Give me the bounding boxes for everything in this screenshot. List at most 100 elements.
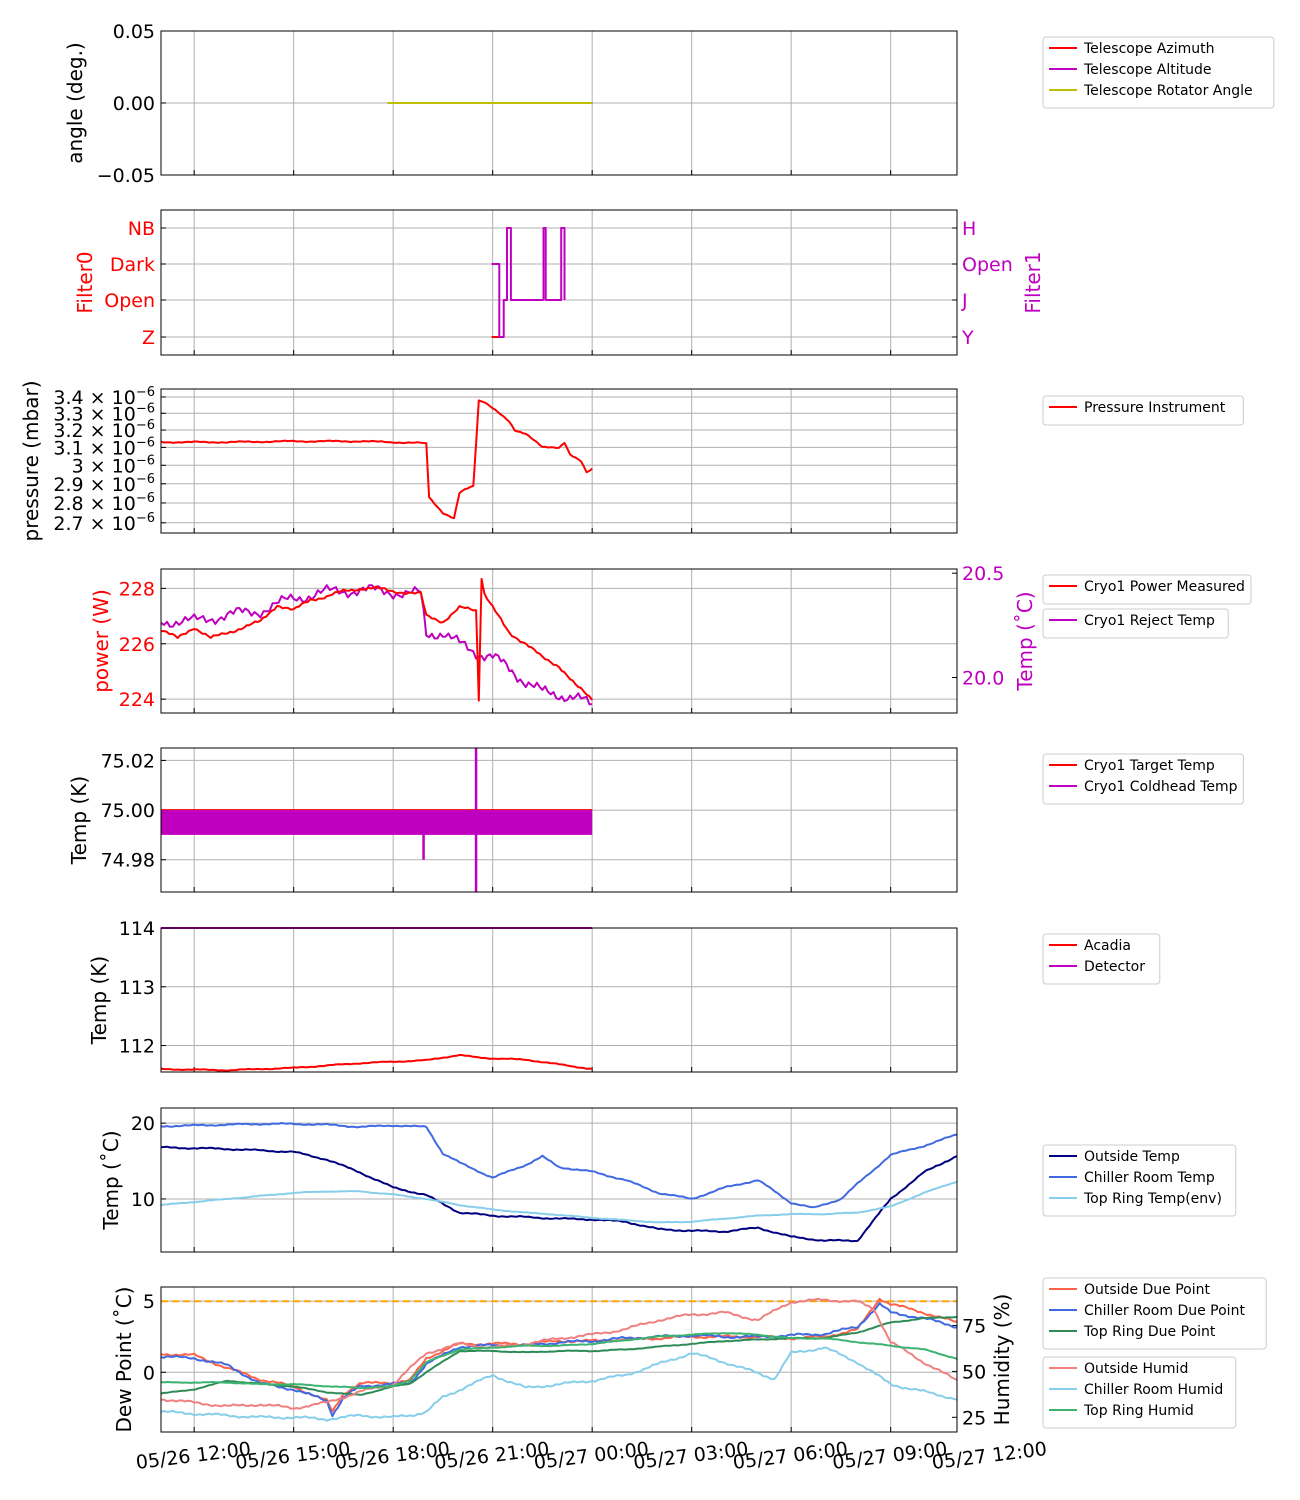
y-tick-label: 20 (131, 1113, 155, 1135)
y-tick-label: 25 (962, 1407, 986, 1429)
axis-label: angle (deg.) (63, 42, 87, 164)
y-tick-label: 112 (119, 1036, 155, 1058)
y-tick-label: 3 × 10−6 (72, 453, 155, 477)
legend-label-telescope-altitude: Telescope Altitude (1083, 62, 1212, 78)
series-line-chiller-room-humid (160, 1346, 957, 1422)
legend: Cryo1 Reject Temp (1042, 608, 1229, 639)
y-tick-label: H (962, 218, 976, 240)
series-line-cryo1-power-measured (160, 577, 594, 702)
panel-2: Z Y Open J Dark Open NB H Filter0 Filter1 (73, 209, 1045, 356)
series-line-top-ring-temp-env (160, 1180, 958, 1224)
legend-box (1042, 1277, 1267, 1350)
legend-box (1042, 395, 1244, 426)
panel-3: 3.4 × 10−63.3 × 10−63.2 × 10−63.1 × 10−6… (19, 380, 958, 542)
y-tick-label: 224 (119, 689, 155, 711)
legend-label-chiller-room-due-point: Chiller Room Due Point (1084, 1303, 1245, 1319)
axis-label: Filter0 (73, 251, 97, 313)
y-tick-label: Dark (110, 254, 155, 276)
legend-label-cryo1-reject-temp: Cryo1 Reject Temp (1084, 613, 1215, 629)
y-tick-label: −0.05 (97, 165, 155, 187)
y-tick-label: 20.0 (962, 668, 1004, 690)
plot-area (161, 1287, 957, 1432)
y-tick-label: 2.7 × 10−6 (53, 511, 155, 535)
y-tick-label: Open (962, 254, 1013, 276)
series-line-cryo1-reject-temp (160, 584, 593, 706)
y-tick-label: 113 (119, 977, 155, 999)
axes-frame (160, 927, 958, 1073)
plot-area (161, 210, 957, 355)
y-tick-label: Y (961, 327, 974, 349)
panel-1: 0.05 0.00 −0.05 angle (deg.) (63, 21, 958, 187)
axis-label: Dew Point (˚C) (112, 1286, 136, 1432)
axes-frame (160, 747, 958, 893)
legend-box (1042, 608, 1229, 639)
axis-label: pressure (mbar) (19, 380, 43, 541)
y-tick-label: 75.00 (101, 800, 155, 822)
series-line-outside-temp (160, 1145, 958, 1243)
y-tick-label: J (961, 290, 968, 312)
y-tick-label: 0.00 (113, 93, 155, 115)
legend: Telescope Azimuth Telescope Altitude Teles… (1042, 36, 1275, 109)
y-tick-label: 3.3 × 10−6 (53, 401, 155, 425)
y-tick-label: 3.2 × 10−6 (53, 418, 155, 442)
y-tick-label: 2.9 × 10−6 (53, 472, 155, 496)
panel-4: 224 226 228 20.0 20.5 power (W) Temp (˚C) (89, 563, 1037, 714)
y-tick-label: 3.4 × 10−6 (53, 385, 155, 409)
y-tick-label: 228 (119, 578, 155, 600)
axis-label: Temp (˚C) (99, 1130, 123, 1230)
panel-7: 20 10 Temp (˚C) (99, 1107, 958, 1253)
y-tick-label: 75.02 (101, 750, 155, 772)
legend-box (1042, 1356, 1237, 1429)
legend: Outside Humid Chiller Room Humid Top Ring … (1042, 1356, 1237, 1429)
y-tick-label: 10 (131, 1189, 155, 1211)
legend-label-cryo1-coldhead-temp: Cryo1 Coldhead Temp (1084, 779, 1238, 795)
y-tick-label: 75 (962, 1316, 986, 1338)
series-line-acadia (160, 1053, 593, 1072)
legend-box (1042, 36, 1275, 109)
legend-label-chiller-room-humid: Chiller Room Humid (1084, 1382, 1223, 1398)
legend-label-telescope-azimuth: Telescope Azimuth (1083, 41, 1214, 57)
plot-area (161, 569, 957, 713)
y-tick-label: 0 (143, 1362, 155, 1384)
legend-label-top-ring-humid: Top Ring Humid (1083, 1403, 1194, 1419)
legend-label-top-ring-due-point: Top Ring Due Point (1083, 1324, 1216, 1340)
legend-label-cryo1-power-measured: Cryo1 Power Measured (1084, 579, 1245, 595)
legend-label-chiller-room-temp: Chiller Room Temp (1084, 1170, 1215, 1186)
legend: Cryo1 Target Temp Cryo1 Coldhead Temp (1042, 753, 1244, 805)
legend-label-acadia: Acadia (1084, 938, 1131, 954)
legend: Outside Due Point Chiller Room Due Point T… (1042, 1277, 1267, 1350)
plot-area (161, 928, 957, 1072)
series-line-filter1 (491, 227, 566, 338)
plot-area (161, 389, 957, 533)
series-line-chiller-room-temp (160, 1122, 958, 1209)
series-band-cryo1-coldhead-temp (161, 810, 593, 835)
panel-5: 75.02 75.00 74.98 Temp (K) (67, 747, 958, 893)
legend: Outside Temp Chiller Room Temp Top Ring Te… (1042, 1144, 1237, 1217)
y-tick-label: 20.5 (962, 563, 1004, 585)
axes-frame (160, 1286, 958, 1433)
y-tick-label: 226 (119, 634, 155, 656)
legend-label-outside-temp: Outside Temp (1084, 1149, 1180, 1165)
y-tick-label: 74.98 (101, 850, 155, 872)
y-tick-label: NB (128, 218, 155, 240)
y-tick-label: 3.1 × 10−6 (53, 435, 155, 459)
legend-box (1042, 753, 1244, 805)
y-tick-label: 2.8 × 10−6 (53, 491, 155, 515)
legend-label-outside-due-point: Outside Due Point (1084, 1282, 1211, 1298)
legend-box (1042, 1144, 1237, 1217)
panel-6: 114 113 112 Temp (K) (87, 918, 958, 1073)
y-tick-label: 50 (962, 1361, 986, 1383)
y-tick-label: Open (104, 290, 155, 312)
series-line-chiller-room-due-point (160, 1302, 958, 1418)
legend-label-cryo1-target-temp: Cryo1 Target Temp (1084, 758, 1215, 774)
axis-label: Temp (K) (87, 956, 111, 1045)
axis-label: Filter1 (1021, 251, 1045, 313)
plot-area (161, 1108, 957, 1252)
axis-label: Humidity (%) (990, 1294, 1014, 1426)
legend-label-detector: Detector (1084, 959, 1145, 975)
y-tick-label: 114 (119, 918, 155, 940)
axis-label: power (W) (89, 589, 113, 693)
legend-box (1042, 933, 1161, 985)
axis-label: Temp (˚C) (1013, 591, 1037, 691)
